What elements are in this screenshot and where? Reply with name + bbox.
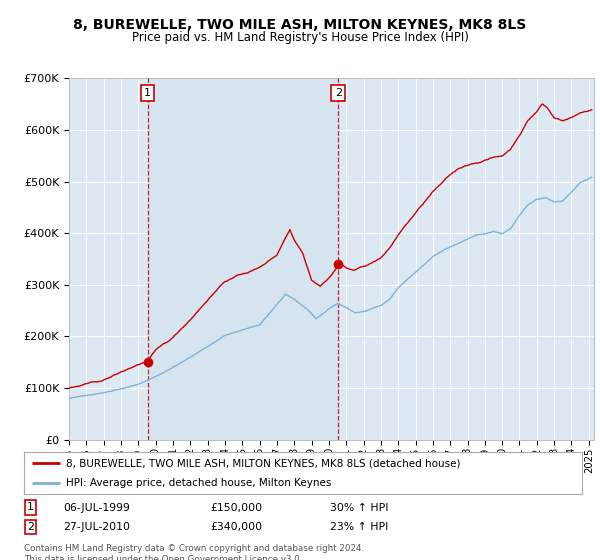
Text: Contains HM Land Registry data © Crown copyright and database right 2024.
This d: Contains HM Land Registry data © Crown c… xyxy=(24,544,364,560)
Text: 23% ↑ HPI: 23% ↑ HPI xyxy=(330,522,388,533)
Bar xyxy=(148,78,338,440)
Text: 2: 2 xyxy=(335,88,342,98)
Text: 30% ↑ HPI: 30% ↑ HPI xyxy=(330,503,389,513)
Text: HPI: Average price, detached house, Milton Keynes: HPI: Average price, detached house, Milt… xyxy=(66,478,331,488)
Text: 1: 1 xyxy=(27,502,34,512)
Text: 27-JUL-2010: 27-JUL-2010 xyxy=(63,522,130,533)
Text: £340,000: £340,000 xyxy=(210,522,262,533)
Text: 06-JUL-1999: 06-JUL-1999 xyxy=(63,503,130,513)
Text: £150,000: £150,000 xyxy=(210,503,262,513)
Text: 8, BUREWELLE, TWO MILE ASH, MILTON KEYNES, MK8 8LS (detached house): 8, BUREWELLE, TWO MILE ASH, MILTON KEYNE… xyxy=(66,458,460,468)
Text: 8, BUREWELLE, TWO MILE ASH, MILTON KEYNES, MK8 8LS: 8, BUREWELLE, TWO MILE ASH, MILTON KEYNE… xyxy=(73,18,527,32)
Text: 2: 2 xyxy=(27,522,34,532)
Text: Price paid vs. HM Land Registry's House Price Index (HPI): Price paid vs. HM Land Registry's House … xyxy=(131,31,469,44)
Text: 1: 1 xyxy=(144,88,151,98)
